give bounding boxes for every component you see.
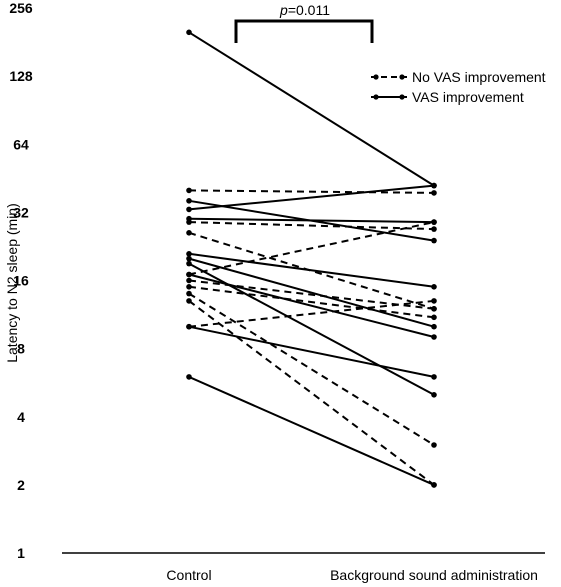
series-vas-improvement: [186, 182, 437, 213]
series-line: [188, 285, 435, 319]
p-value-symbol: p: [279, 2, 288, 18]
series-no-vas-improvement: [186, 277, 437, 312]
legend-label: No VAS improvement: [412, 69, 546, 85]
legend-marker: [373, 94, 379, 100]
y-tick-label: 32: [13, 204, 29, 220]
series-vas-improvement: [186, 323, 437, 380]
data-point: [186, 198, 192, 204]
data-point: [186, 323, 192, 330]
data-point: [431, 314, 437, 321]
data-point: [431, 226, 437, 232]
legend: No VAS improvement VAS improvement: [371, 69, 546, 105]
series-line: [188, 231, 435, 310]
data-point: [186, 271, 192, 278]
data-point: [431, 374, 437, 380]
data-point: [431, 298, 437, 304]
data-point: [431, 237, 437, 244]
data-point: [186, 290, 192, 297]
legend-item: VAS improvement: [371, 89, 524, 105]
legend-marker: [399, 74, 405, 80]
significance-bracket: p=0.011: [234, 2, 374, 43]
data-point: [186, 29, 192, 36]
data-point: [186, 206, 192, 213]
data-point: [431, 334, 437, 340]
series-no-vas-improvement: [186, 187, 437, 196]
series-line: [188, 299, 435, 328]
series-line: [188, 300, 435, 486]
significance-bracket-line: [234, 19, 374, 43]
data-point: [186, 187, 192, 194]
series-line: [188, 31, 435, 187]
y-tick-label: 2: [17, 477, 25, 493]
y-axis-title: Latency to N2 sleep (min): [4, 203, 20, 363]
series-vas-improvement: [186, 374, 437, 488]
series-line: [188, 375, 435, 486]
series-line: [188, 221, 435, 231]
series-line: [188, 217, 435, 224]
series-line: [188, 257, 435, 328]
p-value-text: =0.011: [288, 2, 330, 18]
series-line: [188, 252, 435, 288]
data-point: [186, 255, 192, 262]
y-axis-ticks: 1 2 4 8 16 32 64 128 256: [9, 0, 33, 561]
legend-marker: [373, 74, 379, 80]
data-point: [431, 392, 437, 398]
data-point: [431, 219, 437, 225]
data-point: [186, 230, 192, 236]
data-point: [186, 260, 192, 267]
series-no-vas-improvement: [186, 290, 437, 448]
x-category-label: Background sound administration: [330, 567, 538, 583]
series-no-vas-improvement: [186, 298, 437, 488]
y-tick-label: 1: [17, 545, 25, 561]
series-vas-improvement: [186, 255, 437, 330]
series-line: [188, 325, 435, 378]
series-line: [188, 184, 435, 211]
y-tick-label: 256: [9, 0, 33, 16]
data-point: [186, 251, 192, 257]
data-point: [186, 284, 192, 290]
data-point: [431, 482, 437, 488]
data-point: [186, 374, 192, 380]
data-point: [431, 190, 437, 196]
y-tick-label: 64: [13, 136, 29, 152]
data-point: [186, 277, 192, 284]
y-tick-label: 8: [17, 341, 25, 357]
legend-marker: [399, 94, 405, 100]
series-line: [188, 292, 435, 446]
y-tick-label: 4: [17, 409, 25, 425]
p-value-annotation: p=0.011: [279, 2, 330, 18]
y-tick-label: 128: [9, 68, 33, 84]
data-point: [431, 442, 437, 448]
series-lines: [186, 29, 437, 488]
series-vas-improvement: [186, 251, 437, 290]
y-tick-label: 16: [13, 273, 29, 289]
series-no-vas-improvement: [186, 219, 437, 278]
legend-label: VAS improvement: [412, 89, 524, 105]
series-no-vas-improvement: [186, 298, 437, 330]
series-no-vas-improvement: [186, 284, 437, 321]
series-line: [188, 221, 435, 276]
data-point: [431, 284, 437, 290]
data-point: [431, 306, 437, 312]
series-vas-improvement: [186, 215, 437, 225]
series-no-vas-improvement: [186, 219, 437, 232]
data-point: [431, 182, 437, 189]
data-point: [431, 323, 437, 330]
x-category-label: Control: [166, 567, 211, 583]
data-point: [186, 219, 192, 225]
series-line: [188, 279, 435, 310]
series-vas-improvement: [186, 29, 437, 189]
data-point: [186, 298, 192, 304]
legend-item: No VAS improvement: [371, 69, 546, 85]
series-line: [188, 189, 435, 194]
